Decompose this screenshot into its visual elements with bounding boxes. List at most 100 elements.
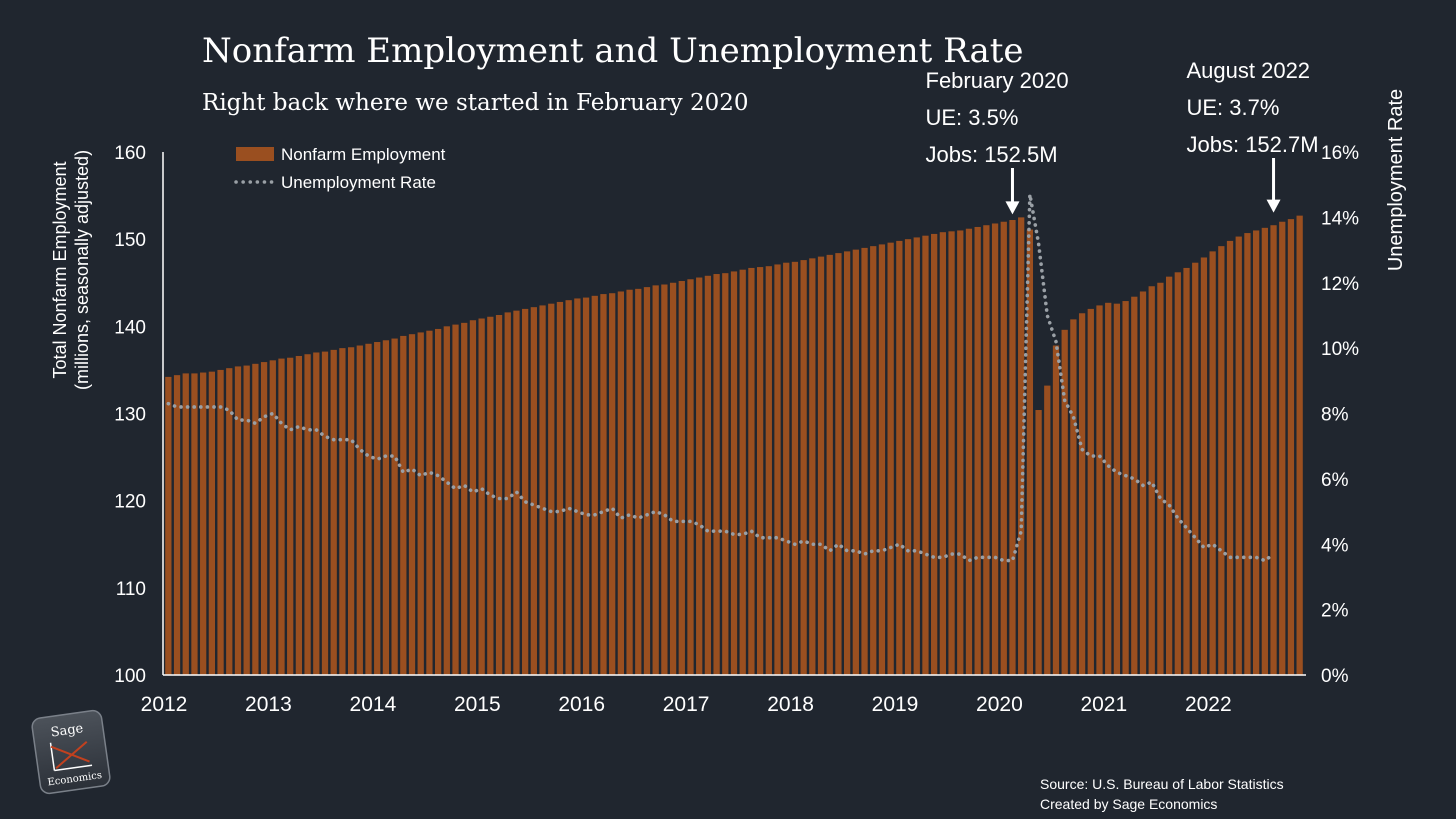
employment-bar bbox=[1253, 230, 1260, 675]
employment-bar bbox=[1105, 302, 1112, 675]
employment-bar bbox=[783, 262, 790, 675]
employment-bar bbox=[765, 266, 772, 675]
employment-bar bbox=[983, 225, 990, 675]
x-tick-label: 2017 bbox=[663, 693, 710, 716]
employment-bar bbox=[939, 232, 946, 675]
employment-bar bbox=[565, 300, 572, 675]
employment-bar bbox=[600, 294, 607, 675]
annotation-aug2022: August 2022 UE: 3.7% Jobs: 152.7M bbox=[1187, 58, 1319, 213]
employment-bar bbox=[1035, 410, 1042, 675]
employment-bar bbox=[1148, 286, 1155, 675]
employment-bar bbox=[339, 348, 346, 676]
x-tick-label: 2020 bbox=[976, 693, 1023, 716]
employment-bar bbox=[922, 235, 929, 675]
arrow-down-icon-head bbox=[1005, 201, 1020, 215]
legend-bar-swatch bbox=[236, 147, 274, 161]
employment-bar bbox=[1200, 257, 1208, 675]
employment-bar bbox=[426, 330, 433, 675]
employment-bar bbox=[173, 375, 181, 675]
y2-axis-title: Unemployment Rate bbox=[1385, 89, 1407, 271]
employment-bar bbox=[748, 267, 755, 675]
employment-bar bbox=[626, 289, 633, 675]
employment-bar bbox=[809, 258, 816, 675]
employment-bar bbox=[661, 284, 668, 675]
employment-bar bbox=[304, 354, 311, 675]
employment-bar bbox=[687, 279, 694, 675]
employment-bar bbox=[870, 246, 877, 675]
legend-label-unemployment: Unemployment Rate bbox=[281, 173, 436, 192]
y-tick-label: 160 bbox=[114, 143, 146, 164]
x-tick-label: 2012 bbox=[141, 693, 188, 716]
employment-bar bbox=[904, 239, 912, 676]
employment-bar bbox=[652, 285, 659, 675]
employment-bar bbox=[643, 287, 651, 675]
logo-top-text: Sage bbox=[50, 721, 85, 740]
employment-bar bbox=[278, 358, 285, 675]
employment-bar bbox=[417, 332, 424, 675]
employment-bar bbox=[878, 244, 886, 675]
employment-bar bbox=[591, 295, 598, 675]
x-tick-label: 2019 bbox=[872, 693, 919, 716]
employment-bar bbox=[1209, 251, 1216, 675]
y-axis-title-line: (millions, seasonally adjusted) bbox=[72, 150, 92, 390]
employment-bar bbox=[1026, 229, 1034, 675]
employment-bar bbox=[974, 226, 981, 675]
employment-bar bbox=[1122, 301, 1129, 675]
legend-label-employment: Nonfarm Employment bbox=[281, 145, 446, 164]
employment-bar bbox=[1087, 308, 1094, 675]
y2-tick-label: 14% bbox=[1321, 208, 1359, 229]
y-tick-label: 120 bbox=[114, 492, 146, 513]
employment-bar bbox=[1279, 221, 1286, 676]
employment-bar bbox=[931, 233, 938, 675]
employment-bar bbox=[1070, 319, 1077, 675]
employment-bar bbox=[1009, 219, 1016, 676]
employment-bar bbox=[756, 267, 764, 675]
chart-title: Nonfarm Employment and Unemployment Rate bbox=[202, 31, 1024, 71]
employment-bar bbox=[1044, 385, 1051, 675]
y-tick-label: 110 bbox=[116, 579, 146, 600]
employment-bar bbox=[548, 303, 555, 675]
employment-bar bbox=[704, 275, 712, 675]
employment-bar bbox=[896, 240, 903, 675]
employment-bar bbox=[948, 231, 955, 675]
employment-bar bbox=[913, 237, 920, 676]
annotation-text: UE: 3.7% bbox=[1187, 95, 1280, 120]
employment-bar bbox=[1235, 236, 1242, 676]
employment-bar bbox=[887, 242, 894, 675]
employment-bar bbox=[252, 363, 259, 675]
annotation-text: UE: 3.5% bbox=[926, 105, 1019, 130]
x-tick-label: 2022 bbox=[1185, 693, 1232, 716]
y2-tick-label: 12% bbox=[1321, 274, 1359, 295]
y-tick-label: 130 bbox=[114, 405, 146, 426]
x-tick-label: 2013 bbox=[245, 693, 292, 716]
employment-bar bbox=[852, 249, 859, 675]
employment-bar bbox=[556, 301, 564, 675]
employment-bar bbox=[574, 298, 581, 675]
employment-bar bbox=[817, 256, 825, 675]
employment-bar bbox=[582, 297, 590, 675]
employment-bar bbox=[1000, 221, 1007, 676]
employment-bar bbox=[243, 365, 250, 675]
employment-bar bbox=[287, 357, 294, 675]
employment-bar bbox=[330, 349, 337, 675]
employment-bar bbox=[408, 334, 416, 675]
employment-bar bbox=[269, 360, 276, 675]
unemployment-rate-line bbox=[166, 192, 1276, 563]
employment-bar bbox=[696, 277, 703, 675]
y-axis-title: Total Nonfarm Employment (millions, seaso… bbox=[50, 150, 92, 390]
chart-subtitle: Right back where we started in February … bbox=[202, 90, 748, 116]
employment-bar bbox=[461, 322, 468, 675]
employment-bar bbox=[539, 305, 546, 675]
employment-bar bbox=[1165, 276, 1173, 675]
employment-bar bbox=[965, 228, 973, 675]
employment-bar bbox=[991, 223, 999, 676]
employment-bar bbox=[434, 328, 442, 675]
employment-bar bbox=[347, 347, 355, 675]
x-tick-label: 2018 bbox=[767, 693, 814, 716]
employment-bar bbox=[739, 269, 746, 675]
employment-bar bbox=[861, 247, 868, 675]
employment-bar bbox=[635, 288, 642, 675]
source-line-2: Created by Sage Economics bbox=[1040, 796, 1217, 812]
employment-bar bbox=[522, 308, 529, 675]
